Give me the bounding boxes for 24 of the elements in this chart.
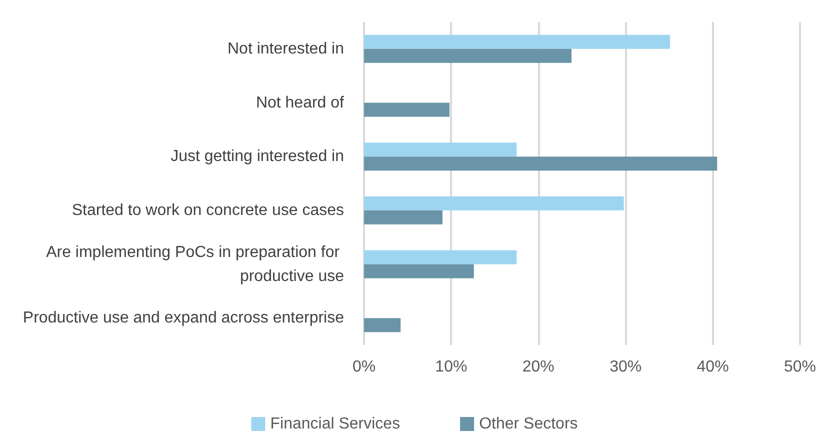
y-tick-label: Not interested in [227,40,344,58]
bar [364,48,572,63]
bar [364,34,670,49]
y-tick-label: Are implementing PoCs in preparation for productive use [46,244,344,285]
x-tick-label: 10% [435,358,468,376]
legend-label: Other Sectors [479,416,578,432]
bar [364,250,517,264]
x-tick-label: 30% [610,358,642,376]
y-tick-label: Productive use and expand across enterprise [22,310,344,327]
legend-label: Financial Services [270,416,400,432]
bar [364,102,450,117]
y-tick-label: Started to work on concrete use cases [72,202,344,219]
x-tick-label: 40% [696,358,729,376]
bar [364,142,517,157]
bar [364,318,401,332]
bar [364,210,442,224]
y-tick-label: Just getting interested in [170,148,344,166]
y-tick-label: Not heard of [256,94,345,112]
bar [364,196,624,210]
bar [364,156,718,171]
bar [364,264,474,278]
x-tick-label: 20% [522,358,554,376]
x-tick-label: 50% [784,358,816,376]
x-tick-label: 0% [352,358,376,376]
